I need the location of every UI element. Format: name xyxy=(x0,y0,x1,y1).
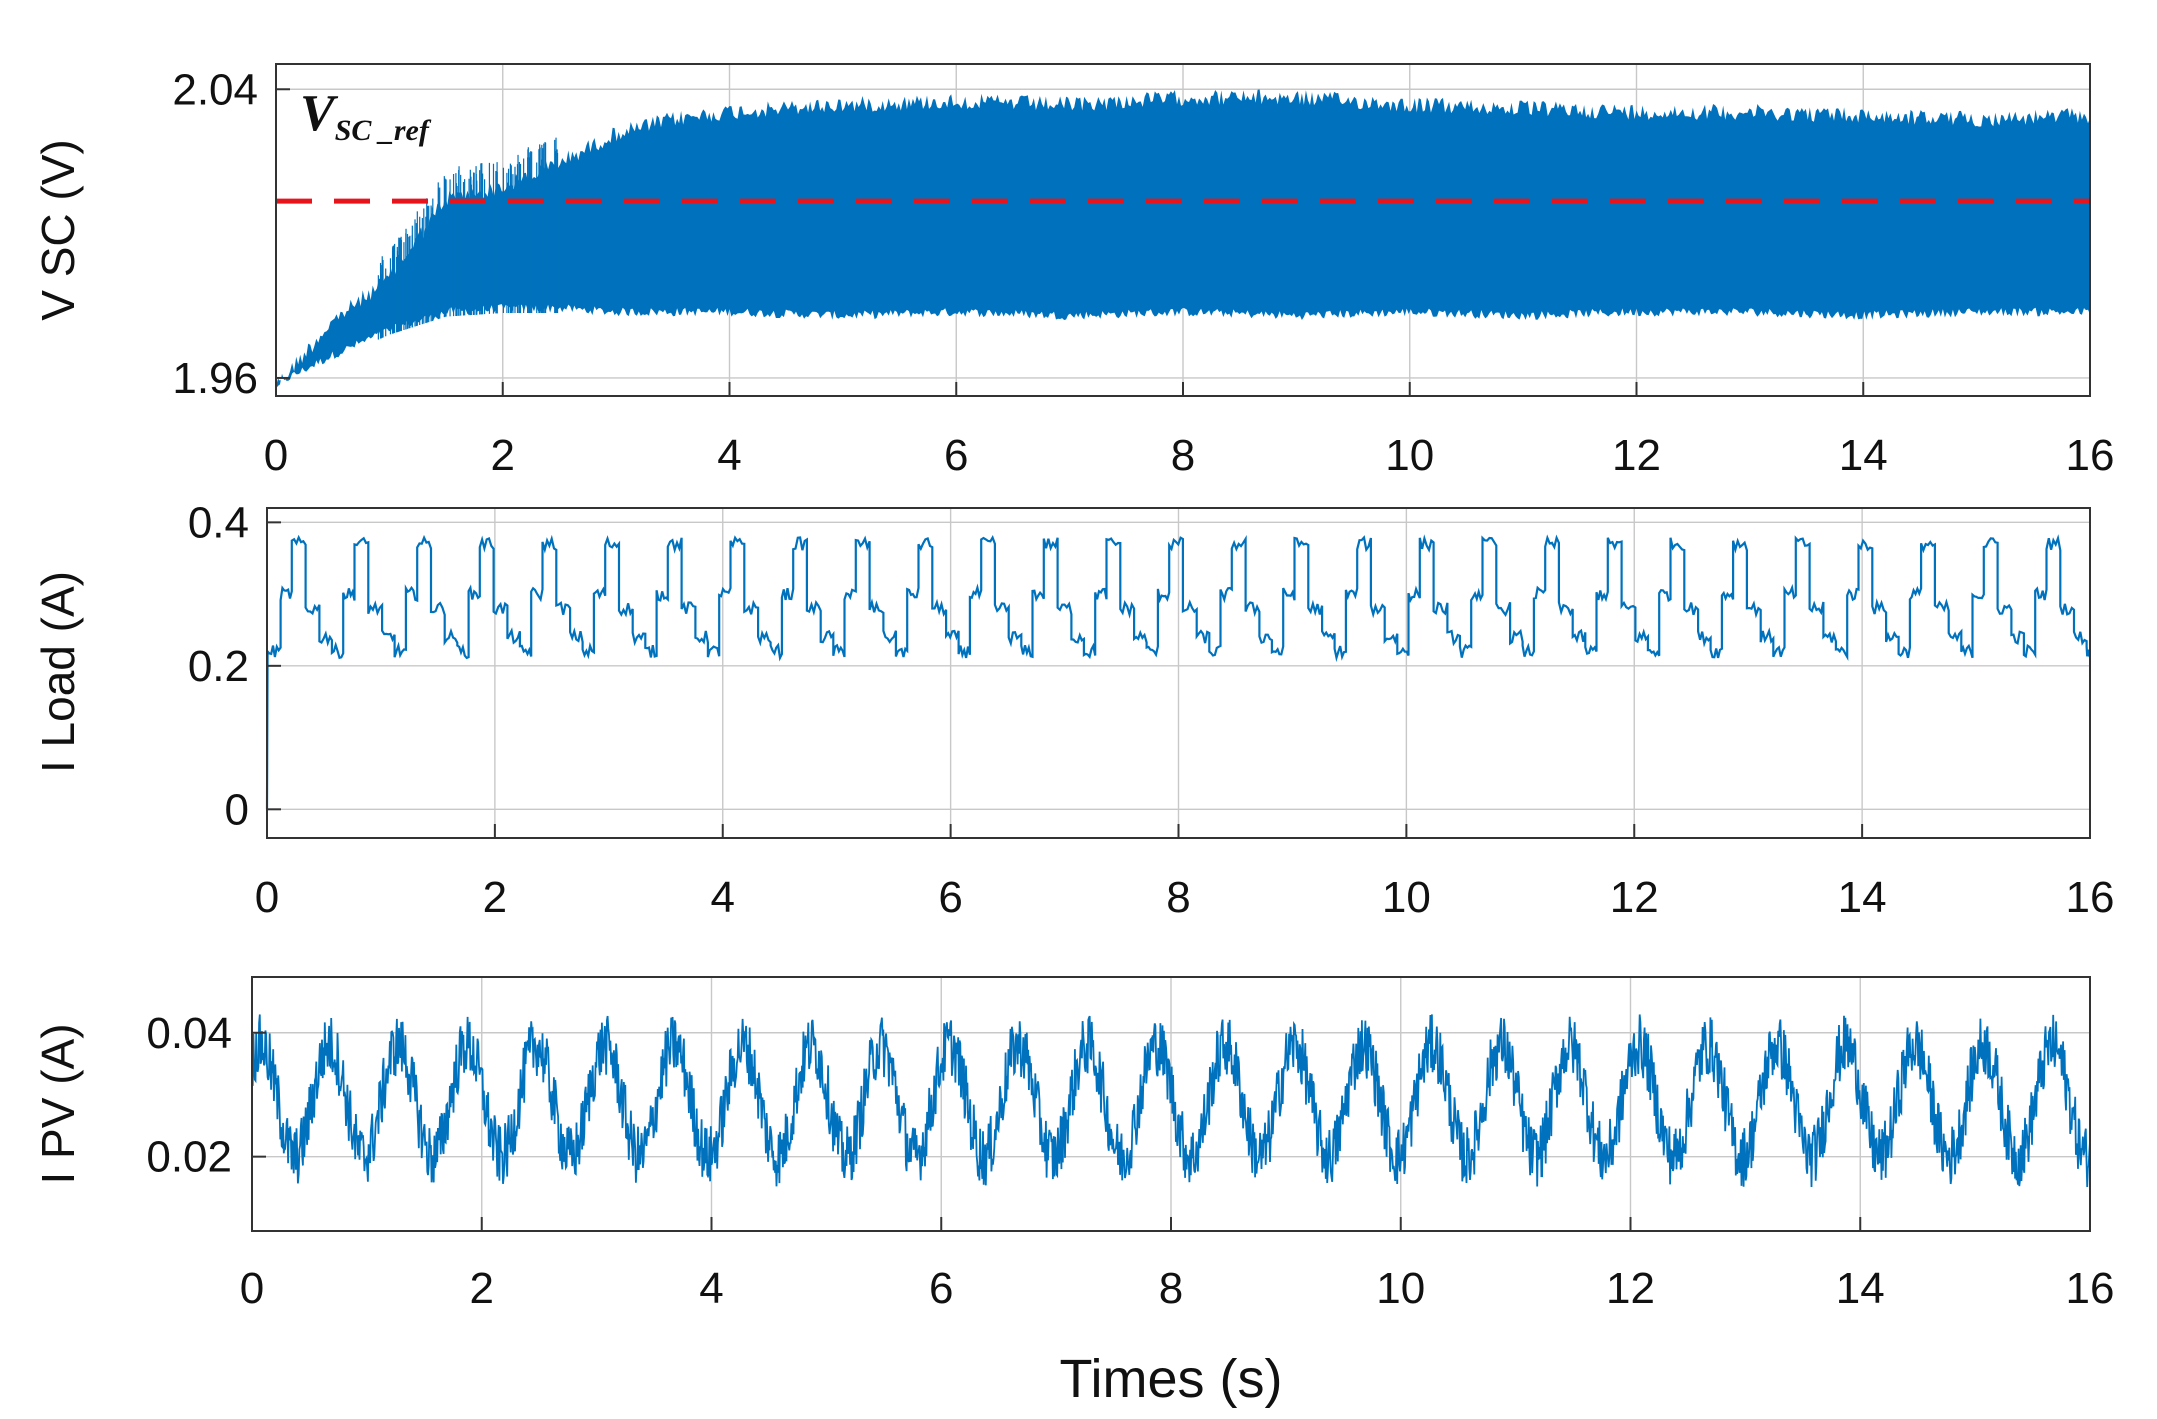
ipv-x-ticks: 0 2 4 6 8 10 12 14 16 xyxy=(240,1217,2115,1313)
y-tick-label: 0.02 xyxy=(146,1133,232,1182)
y-tick-label: 0 xyxy=(225,785,249,834)
x-tick-label: 10 xyxy=(1376,1264,1425,1313)
x-tick-label: 0 xyxy=(240,1264,264,1313)
ipv-panel: 0 2 4 6 8 10 12 14 16 0.02 0.04 I PV (A) Times (s… xyxy=(32,976,2115,1409)
x-tick-label: 8 xyxy=(1159,1264,1183,1313)
x-tick-label: 10 xyxy=(1385,431,1434,480)
x-tick-label: 6 xyxy=(929,1264,953,1313)
x-tick-label: 2 xyxy=(491,431,515,480)
x-tick-label: 8 xyxy=(1166,873,1190,922)
y-tick-label: 2.04 xyxy=(172,65,258,114)
vsc-y-ticks: 1.96 2.04 xyxy=(172,65,290,403)
x-tick-label: 0 xyxy=(255,873,279,922)
ipv-y-axis-label: I PV (A) xyxy=(32,1023,84,1184)
vsc-signal-envelope xyxy=(276,89,2090,389)
x-tick-label: 10 xyxy=(1382,873,1431,922)
x-tick-label: 2 xyxy=(483,873,507,922)
x-tick-label: 14 xyxy=(1836,1264,1885,1313)
x-tick-label: 4 xyxy=(699,1264,723,1313)
vsc-panel: VSC _ref 0 2 4 6 8 10 12 14 16 1.96 2.04 V SC (V) xyxy=(32,63,2115,480)
x-tick-label: 2 xyxy=(470,1264,494,1313)
y-tick-label: 1.96 xyxy=(172,354,258,403)
vsc-x-ticks: 0 2 4 6 8 10 12 14 16 xyxy=(264,382,2115,480)
x-tick-label: 0 xyxy=(264,431,288,480)
iload-x-ticks: 0 2 4 6 8 10 12 14 16 xyxy=(255,824,2115,922)
x-tick-label: 14 xyxy=(1839,431,1888,480)
x-tick-label: 4 xyxy=(717,431,741,480)
iload-signal-trace xyxy=(265,534,2092,810)
iload-y-axis-label: I Load (A) xyxy=(32,571,84,773)
iload-y-ticks: 0 0.2 0.4 xyxy=(188,498,281,834)
y-tick-label: 0.04 xyxy=(146,1009,232,1058)
y-tick-label: 0.2 xyxy=(188,642,249,691)
x-tick-label: 14 xyxy=(1838,873,1887,922)
x-tick-label: 16 xyxy=(2066,873,2115,922)
x-tick-label: 12 xyxy=(1610,873,1659,922)
x-tick-label: 6 xyxy=(944,431,968,480)
x-axis-label: Times (s) xyxy=(1060,1349,1283,1409)
x-tick-label: 12 xyxy=(1606,1264,1655,1313)
x-tick-label: 16 xyxy=(2066,431,2115,480)
y-tick-label: 0.4 xyxy=(188,498,249,547)
iload-panel: 0 2 4 6 8 10 12 14 16 0 0.2 0.4 I Load (A) xyxy=(32,498,2114,922)
ipv-y-ticks: 0.02 0.04 xyxy=(146,1009,266,1182)
x-tick-label: 8 xyxy=(1171,431,1195,480)
x-tick-label: 16 xyxy=(2066,1264,2115,1313)
vsc-reference-label: VSC _ref xyxy=(300,85,432,147)
x-tick-label: 4 xyxy=(711,873,735,922)
iload-gridlines xyxy=(266,508,2091,838)
ipv-signal-trace xyxy=(251,1014,2091,1188)
vsc-y-axis-label: V SC (V) xyxy=(32,139,84,320)
x-tick-label: 12 xyxy=(1612,431,1661,480)
x-tick-label: 6 xyxy=(938,873,962,922)
